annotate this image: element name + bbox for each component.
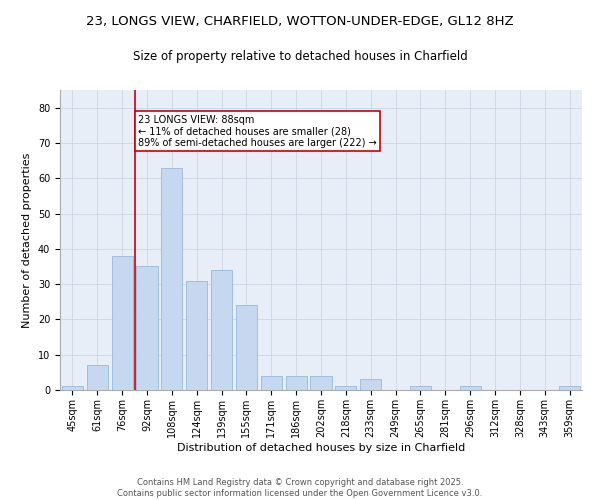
- Bar: [186, 280, 207, 390]
- Text: 23, LONGS VIEW, CHARFIELD, WOTTON-UNDER-EDGE, GL12 8HZ: 23, LONGS VIEW, CHARFIELD, WOTTON-UNDER-…: [86, 15, 514, 28]
- Bar: [161, 168, 182, 390]
- Text: Contains HM Land Registry data © Crown copyright and database right 2025.
Contai: Contains HM Land Registry data © Crown c…: [118, 478, 482, 498]
- Text: 23 LONGS VIEW: 88sqm
← 11% of detached houses are smaller (28)
89% of semi-detac: 23 LONGS VIEW: 88sqm ← 11% of detached h…: [139, 114, 377, 148]
- Bar: [62, 386, 83, 390]
- Bar: [87, 366, 108, 390]
- Bar: [286, 376, 307, 390]
- Bar: [112, 256, 133, 390]
- Bar: [559, 386, 580, 390]
- Bar: [335, 386, 356, 390]
- Bar: [410, 386, 431, 390]
- Bar: [460, 386, 481, 390]
- Bar: [360, 380, 381, 390]
- Bar: [236, 306, 257, 390]
- X-axis label: Distribution of detached houses by size in Charfield: Distribution of detached houses by size …: [177, 442, 465, 452]
- Bar: [136, 266, 158, 390]
- Text: Size of property relative to detached houses in Charfield: Size of property relative to detached ho…: [133, 50, 467, 63]
- Bar: [310, 376, 332, 390]
- Y-axis label: Number of detached properties: Number of detached properties: [22, 152, 32, 328]
- Bar: [211, 270, 232, 390]
- Bar: [261, 376, 282, 390]
